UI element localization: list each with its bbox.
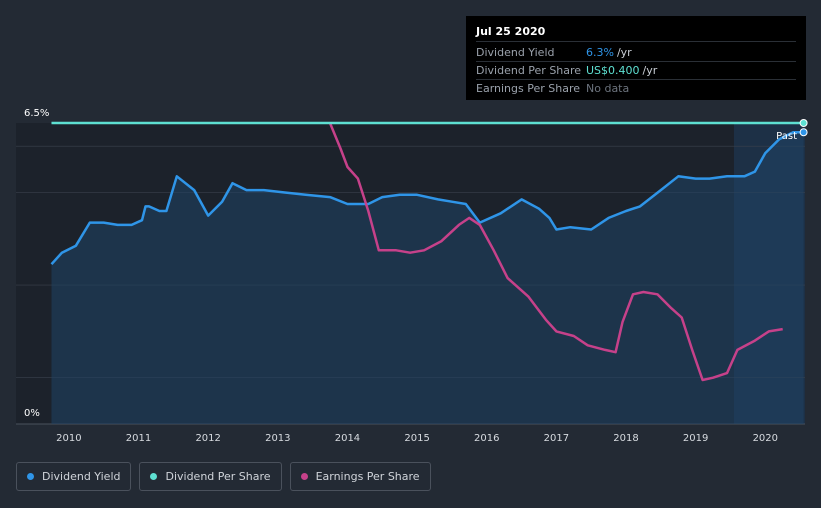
tooltip-value: 6.3% xyxy=(586,46,614,59)
legend-earnings-per-share[interactable]: Earnings Per Share xyxy=(289,462,431,491)
x-tick-label: 2017 xyxy=(544,433,569,444)
x-tick-label: 2016 xyxy=(474,433,499,444)
x-tick-label: 2010 xyxy=(56,433,81,444)
tooltip-row-dividend-per-share: Dividend Per Share US$0.400/yr xyxy=(476,62,796,80)
legend-label: Dividend Yield xyxy=(42,470,121,483)
legend-dividend-per-share[interactable]: Dividend Per Share xyxy=(139,462,282,491)
tooltip-label: Earnings Per Share xyxy=(476,82,581,95)
tooltip-label: Dividend Per Share xyxy=(476,64,582,77)
tooltip-value: US$0.400 xyxy=(586,64,640,77)
x-tick-label: 2019 xyxy=(683,433,708,444)
dividend-per-share-dot-icon xyxy=(150,473,158,480)
tooltip-date: Jul 25 2020 xyxy=(476,24,796,42)
legend-dividend-yield[interactable]: Dividend Yield xyxy=(16,462,132,491)
tooltip-unit: /yr xyxy=(642,64,658,77)
tooltip-row-dividend-yield: Dividend Yield 6.3%/yr xyxy=(476,44,796,62)
earnings-per-share-dot-icon xyxy=(300,473,308,480)
legend-label: Dividend Per Share xyxy=(165,470,271,483)
chart-tooltip: Jul 25 2020 Dividend Yield 6.3%/yr Divide… xyxy=(466,16,806,100)
earnings-per-share-line xyxy=(328,122,783,382)
legend-label: Earnings Per Share xyxy=(315,470,420,483)
x-tick-label: 2020 xyxy=(753,433,778,444)
dividend-yield-endpoint-marker xyxy=(799,128,808,137)
x-tick-label: 2014 xyxy=(335,433,360,444)
tooltip-unit: /yr xyxy=(616,46,632,59)
past-annotation-label: Past xyxy=(776,131,797,142)
dividend-yield-line xyxy=(50,131,804,266)
tooltip-label: Dividend Yield xyxy=(476,46,555,59)
dividend-yield-dot-icon xyxy=(27,473,34,480)
x-tick-label: 2018 xyxy=(613,433,638,444)
chart-legend: Dividend Yield Dividend Per Share Earnin… xyxy=(16,462,431,493)
y-tick-label-bottom: 0% xyxy=(24,408,40,419)
x-tick-label: 2013 xyxy=(265,433,290,444)
y-tick-label-top: 6.5% xyxy=(24,108,49,119)
tooltip-row-earnings-per-share: Earnings Per Share No data xyxy=(476,80,796,97)
x-tick-label: 2011 xyxy=(126,433,151,444)
dividend-per-share-endpoint-marker xyxy=(799,119,808,127)
x-tick-label: 2015 xyxy=(404,433,429,444)
x-tick-label: 2012 xyxy=(195,433,220,444)
tooltip-value: No data xyxy=(586,82,630,95)
